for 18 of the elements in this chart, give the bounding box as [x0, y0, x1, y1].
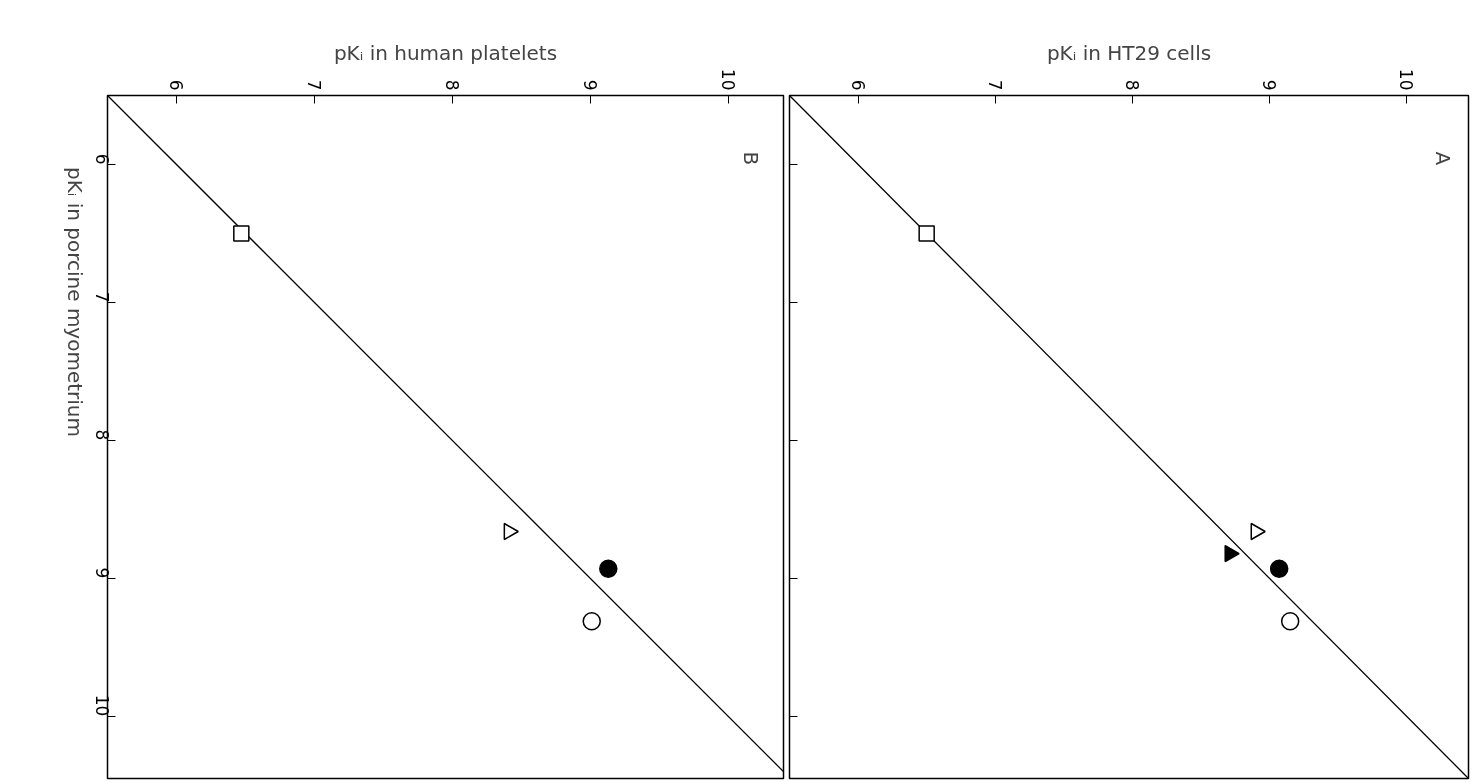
x-tick-label: 8 [441, 79, 462, 91]
annotation: B [738, 151, 763, 166]
x-tick-label: 10 [1396, 68, 1417, 91]
chart-title: pKᵢ in human platelets [333, 40, 558, 65]
x-tick-label: 8 [1121, 79, 1142, 91]
x-tick-label: 9 [579, 79, 600, 91]
x-tick-label: 6 [847, 79, 868, 91]
y-axis-title: pKᵢ in porcine myometrium [62, 166, 87, 437]
x-tick-label: 9 [1259, 79, 1280, 91]
annotation: A [1430, 151, 1455, 166]
point [918, 225, 935, 242]
chart-title: pKᵢ in HT29 cells [1046, 40, 1212, 65]
point [1269, 559, 1289, 578]
x-tick-label: 7 [303, 79, 324, 91]
x-tick-label: 6 [165, 79, 186, 91]
point [1280, 611, 1300, 631]
x-tick-label: 7 [984, 79, 1005, 91]
x-tick-label: 10 [717, 68, 738, 91]
